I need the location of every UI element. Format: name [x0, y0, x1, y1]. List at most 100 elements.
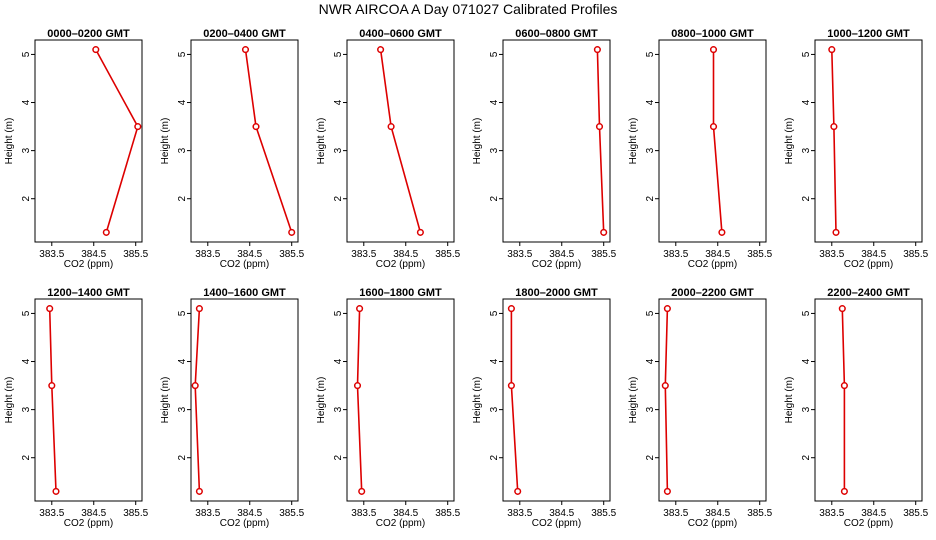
x-tick-label: 385.5	[435, 508, 460, 519]
x-tick-label: 383.5	[507, 249, 532, 260]
y-tick-label: 4	[645, 99, 656, 105]
data-point	[358, 487, 366, 495]
y-tick-label: 5	[801, 310, 812, 316]
panel-8: 1400–1600 GMT 383.5 384.5 385.5 2 3 4 5 CO2 (ppm…	[160, 287, 305, 529]
y-tick-label: 3	[177, 406, 188, 412]
x-tick-label: 385.5	[123, 508, 148, 519]
plot-frame	[34, 39, 143, 243]
y-tick-label: 3	[489, 147, 500, 153]
panel-title: 1800–2000 GMT	[515, 287, 598, 299]
profile-line	[596, 49, 605, 233]
x-tick-label: 383.5	[507, 508, 532, 519]
x-axis-label: CO2 (ppm)	[532, 259, 581, 270]
y-tick-label: 5	[645, 310, 656, 316]
panel-title: 0800–1000 GMT	[671, 28, 754, 40]
data-point	[600, 228, 608, 236]
y-tick-label: 3	[489, 406, 500, 412]
profile-line	[194, 308, 201, 492]
y-axis-label: Height (m)	[472, 118, 483, 165]
x-tick-label: 383.5	[663, 249, 688, 260]
y-tick-label: 2	[801, 454, 812, 460]
y-tick-label: 2	[333, 454, 344, 460]
panel-7: 1200–1400 GMT 383.5 384.5 385.5 2 3 4 5 CO2 (ppm…	[4, 287, 149, 529]
y-tick-label: 2	[801, 195, 812, 201]
y-tick-label: 4	[21, 99, 32, 105]
data-point	[840, 487, 848, 495]
data-point	[195, 487, 203, 495]
y-tick-label: 3	[801, 406, 812, 412]
y-tick-label: 4	[489, 358, 500, 364]
x-tick-label: 385.5	[123, 249, 148, 260]
data-point	[241, 46, 250, 54]
profile-line	[48, 308, 57, 492]
x-tick-label: 385.5	[435, 249, 460, 260]
y-tick-label: 4	[21, 358, 32, 364]
y-tick-label: 3	[801, 147, 812, 153]
y-tick-label: 5	[489, 51, 500, 57]
data-point	[102, 228, 110, 236]
x-axis-label: CO2 (ppm)	[220, 518, 269, 529]
y-tick-label: 4	[801, 99, 812, 105]
y-tick-label: 4	[177, 358, 188, 364]
x-tick-label: 383.5	[819, 508, 844, 519]
data-point	[832, 228, 840, 236]
profile-line	[712, 49, 723, 233]
x-tick-label: 383.5	[39, 508, 64, 519]
y-tick-label: 5	[21, 310, 32, 316]
plot-frame	[814, 39, 923, 243]
panel-title: 1400–1600 GMT	[203, 287, 286, 299]
data-point	[507, 305, 515, 313]
profile-line	[95, 49, 139, 233]
data-point	[387, 123, 395, 131]
data-point	[514, 487, 522, 495]
y-axis-label: Height (m)	[784, 377, 795, 424]
data-point	[663, 487, 671, 495]
data-point	[377, 46, 385, 54]
x-tick-label: 385.5	[903, 508, 928, 519]
y-tick-label: 2	[21, 454, 32, 460]
plot-frame	[814, 298, 923, 502]
x-tick-label: 384.5	[861, 249, 886, 260]
x-tick-label: 385.5	[903, 249, 928, 260]
y-axis-label: Height (m)	[628, 118, 639, 165]
y-tick-label: 2	[489, 195, 500, 201]
x-tick-label: 383.5	[195, 249, 220, 260]
x-tick-label: 384.5	[81, 508, 106, 519]
y-axis-label: Height (m)	[472, 377, 483, 424]
data-point	[288, 228, 296, 236]
plot-frame	[502, 39, 611, 243]
y-tick-label: 3	[333, 147, 344, 153]
y-axis-label: Height (m)	[316, 118, 327, 165]
panel-title: 2000–2200 GMT	[671, 287, 754, 299]
plot-frame	[190, 298, 299, 502]
x-tick-label: 385.5	[591, 508, 616, 519]
data-point	[593, 46, 601, 54]
data-point	[48, 382, 56, 390]
x-axis-label: CO2 (ppm)	[64, 259, 113, 270]
data-point	[661, 382, 669, 390]
plot-frame	[190, 39, 299, 243]
x-tick-label: 384.5	[549, 249, 574, 260]
profile-line	[664, 308, 669, 492]
x-tick-label: 384.5	[549, 508, 574, 519]
x-tick-label: 383.5	[351, 508, 376, 519]
x-tick-label: 384.5	[237, 508, 262, 519]
y-tick-label: 5	[333, 310, 344, 316]
x-axis-label: CO2 (ppm)	[376, 518, 425, 529]
data-point	[46, 305, 54, 313]
x-axis-label: CO2 (ppm)	[688, 518, 737, 529]
x-axis-label: CO2 (ppm)	[64, 518, 113, 529]
x-axis-label: CO2 (ppm)	[844, 259, 893, 270]
x-axis-label: CO2 (ppm)	[688, 259, 737, 270]
y-tick-label: 3	[645, 406, 656, 412]
x-tick-label: 384.5	[861, 508, 886, 519]
y-tick-label: 2	[177, 454, 188, 460]
x-tick-label: 385.5	[747, 249, 772, 260]
plot-frame	[346, 298, 455, 502]
figure-title: NWR AIRCOA A Day 071027 Calibrated Profi…	[319, 1, 618, 17]
y-axis-label: Height (m)	[4, 118, 15, 165]
plot-frame	[658, 39, 767, 243]
panel-5: 0800–1000 GMT 383.5 384.5 385.5 2 3 4 5 CO2 (ppm…	[628, 28, 773, 270]
panels: 0000–0200 GMT 383.5 384.5 385.5 2 3 4 5 CO2 (ppm…	[4, 28, 929, 529]
